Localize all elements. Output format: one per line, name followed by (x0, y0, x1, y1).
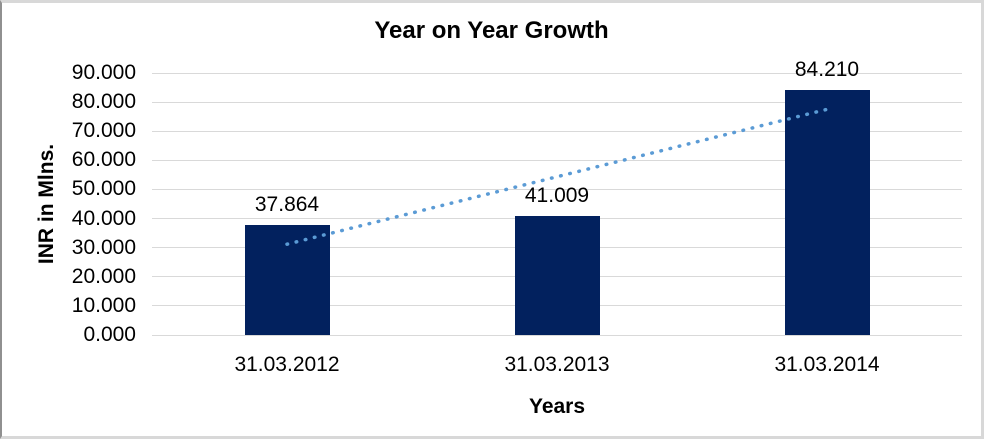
y-tick-label: 90.000 (71, 61, 136, 84)
y-tick-label: 0.000 (83, 323, 136, 346)
x-tick-label: 31.03.2014 (774, 353, 880, 376)
y-tick-label: 10.000 (71, 293, 136, 317)
label-layer: 0.000 10.000 20.000 30.000 40.000 50.000 60.00… (2, 3, 981, 436)
gridline (152, 101, 962, 103)
x-tick-label: 31.03.2013 (504, 353, 610, 376)
gridline (152, 334, 962, 336)
gridline (152, 72, 962, 74)
y-tick-label: 20.000 (71, 264, 136, 288)
chart-title: Year on Year Growth (374, 17, 609, 44)
x-axis-title: Years (528, 395, 586, 418)
y-tick-label: 30.000 (71, 235, 136, 259)
y-tick-label: 40.000 (71, 206, 136, 230)
bar-value-label: 84.210 (794, 57, 860, 81)
y-tick-label: 50.000 (71, 177, 136, 201)
x-tick-label: 31.03.2012 (234, 353, 340, 376)
y-tick-label: 80.000 (71, 90, 136, 114)
y-tick-label: 60.000 (71, 148, 136, 172)
y-tick-label: 70.000 (71, 119, 136, 143)
